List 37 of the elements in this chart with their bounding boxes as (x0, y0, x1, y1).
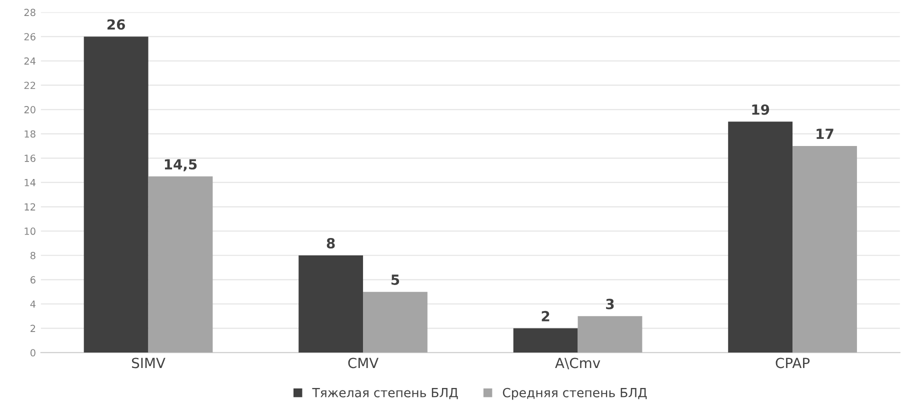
data-label: 14,5 (164, 159, 197, 172)
y-tick-label: 2 (30, 324, 36, 332)
y-tick-label: 10 (24, 228, 36, 235)
y-tick-label: 14 (24, 179, 36, 186)
bar (728, 122, 793, 353)
x-tick-label: SIMV (132, 358, 166, 368)
data-label: 8 (326, 238, 335, 249)
y-tick-label: 22 (24, 82, 36, 89)
bar (298, 255, 364, 353)
y-tick-label: 4 (30, 300, 36, 308)
x-tick-label: CPAP (776, 358, 810, 368)
data-label: 5 (391, 274, 400, 285)
y-tick-label: 24 (24, 57, 36, 65)
y-tick-label: 26 (24, 33, 36, 40)
x-tick-label: CMV (348, 358, 379, 368)
y-tick-label: 18 (24, 130, 36, 138)
bar (84, 36, 148, 353)
data-label: 17 (816, 128, 834, 139)
bar (363, 292, 428, 353)
bar (148, 176, 213, 353)
x-tick-label: A\Cmv (555, 358, 600, 370)
bar (513, 328, 578, 353)
y-tick-label: 0 (30, 349, 36, 356)
bar (792, 146, 857, 353)
legend-label: Средняя степень БЛД (502, 388, 647, 400)
legend-label: Тяжелая степень БЛД (312, 388, 458, 400)
y-tick-label: 20 (24, 106, 36, 114)
y-tick-label: 8 (30, 252, 36, 260)
data-label: 2 (542, 310, 550, 322)
y-tick-label: 6 (30, 276, 36, 284)
y-tick-label: 12 (24, 203, 36, 210)
bar (578, 316, 642, 353)
data-label: 3 (606, 298, 614, 310)
data-label: 26 (108, 19, 125, 30)
y-tick-label: 16 (24, 154, 36, 162)
y-tick-label: 28 (24, 8, 36, 16)
data-label: 19 (752, 104, 770, 115)
